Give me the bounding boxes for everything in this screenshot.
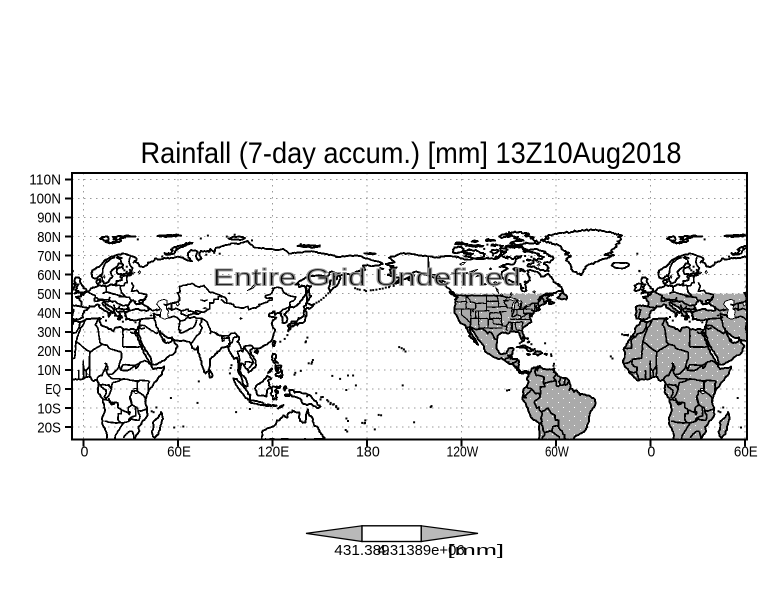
svg-text:Rainfall (7-day accum.) [mm] 1: Rainfall (7-day accum.) [mm] 13Z10Aug201… xyxy=(141,137,682,170)
svg-text:10S: 10S xyxy=(37,400,61,417)
svg-text:0: 0 xyxy=(81,443,89,460)
svg-text:[mm]: [mm] xyxy=(448,542,505,559)
svg-text:120E: 120E xyxy=(258,443,290,460)
svg-text:40N: 40N xyxy=(37,305,61,322)
svg-text:120W: 120W xyxy=(447,443,479,460)
svg-text:20S: 20S xyxy=(37,419,61,436)
svg-text:110N: 110N xyxy=(29,172,61,189)
svg-text:60N: 60N xyxy=(37,267,61,284)
svg-text:70N: 70N xyxy=(37,248,61,265)
svg-text:0: 0 xyxy=(647,443,655,460)
svg-text:90N: 90N xyxy=(37,210,61,227)
svg-text:10N: 10N xyxy=(37,362,61,379)
svg-text:60E: 60E xyxy=(734,443,758,460)
svg-text:Entire Grid Undefined: Entire Grid Undefined xyxy=(213,265,521,292)
svg-text:431.389: 431.389 xyxy=(334,542,389,559)
svg-text:50N: 50N xyxy=(37,286,61,303)
svg-text:60W: 60W xyxy=(545,443,569,460)
svg-text:100N: 100N xyxy=(29,191,61,208)
svg-text:4.31389e+06: 4.31389e+06 xyxy=(378,542,465,559)
svg-text:30N: 30N xyxy=(37,324,61,341)
svg-text:60E: 60E xyxy=(167,443,191,460)
svg-text:180: 180 xyxy=(356,443,380,460)
svg-text:80N: 80N xyxy=(37,229,61,246)
svg-text:EQ: EQ xyxy=(45,381,61,398)
svg-text:20N: 20N xyxy=(37,343,61,360)
